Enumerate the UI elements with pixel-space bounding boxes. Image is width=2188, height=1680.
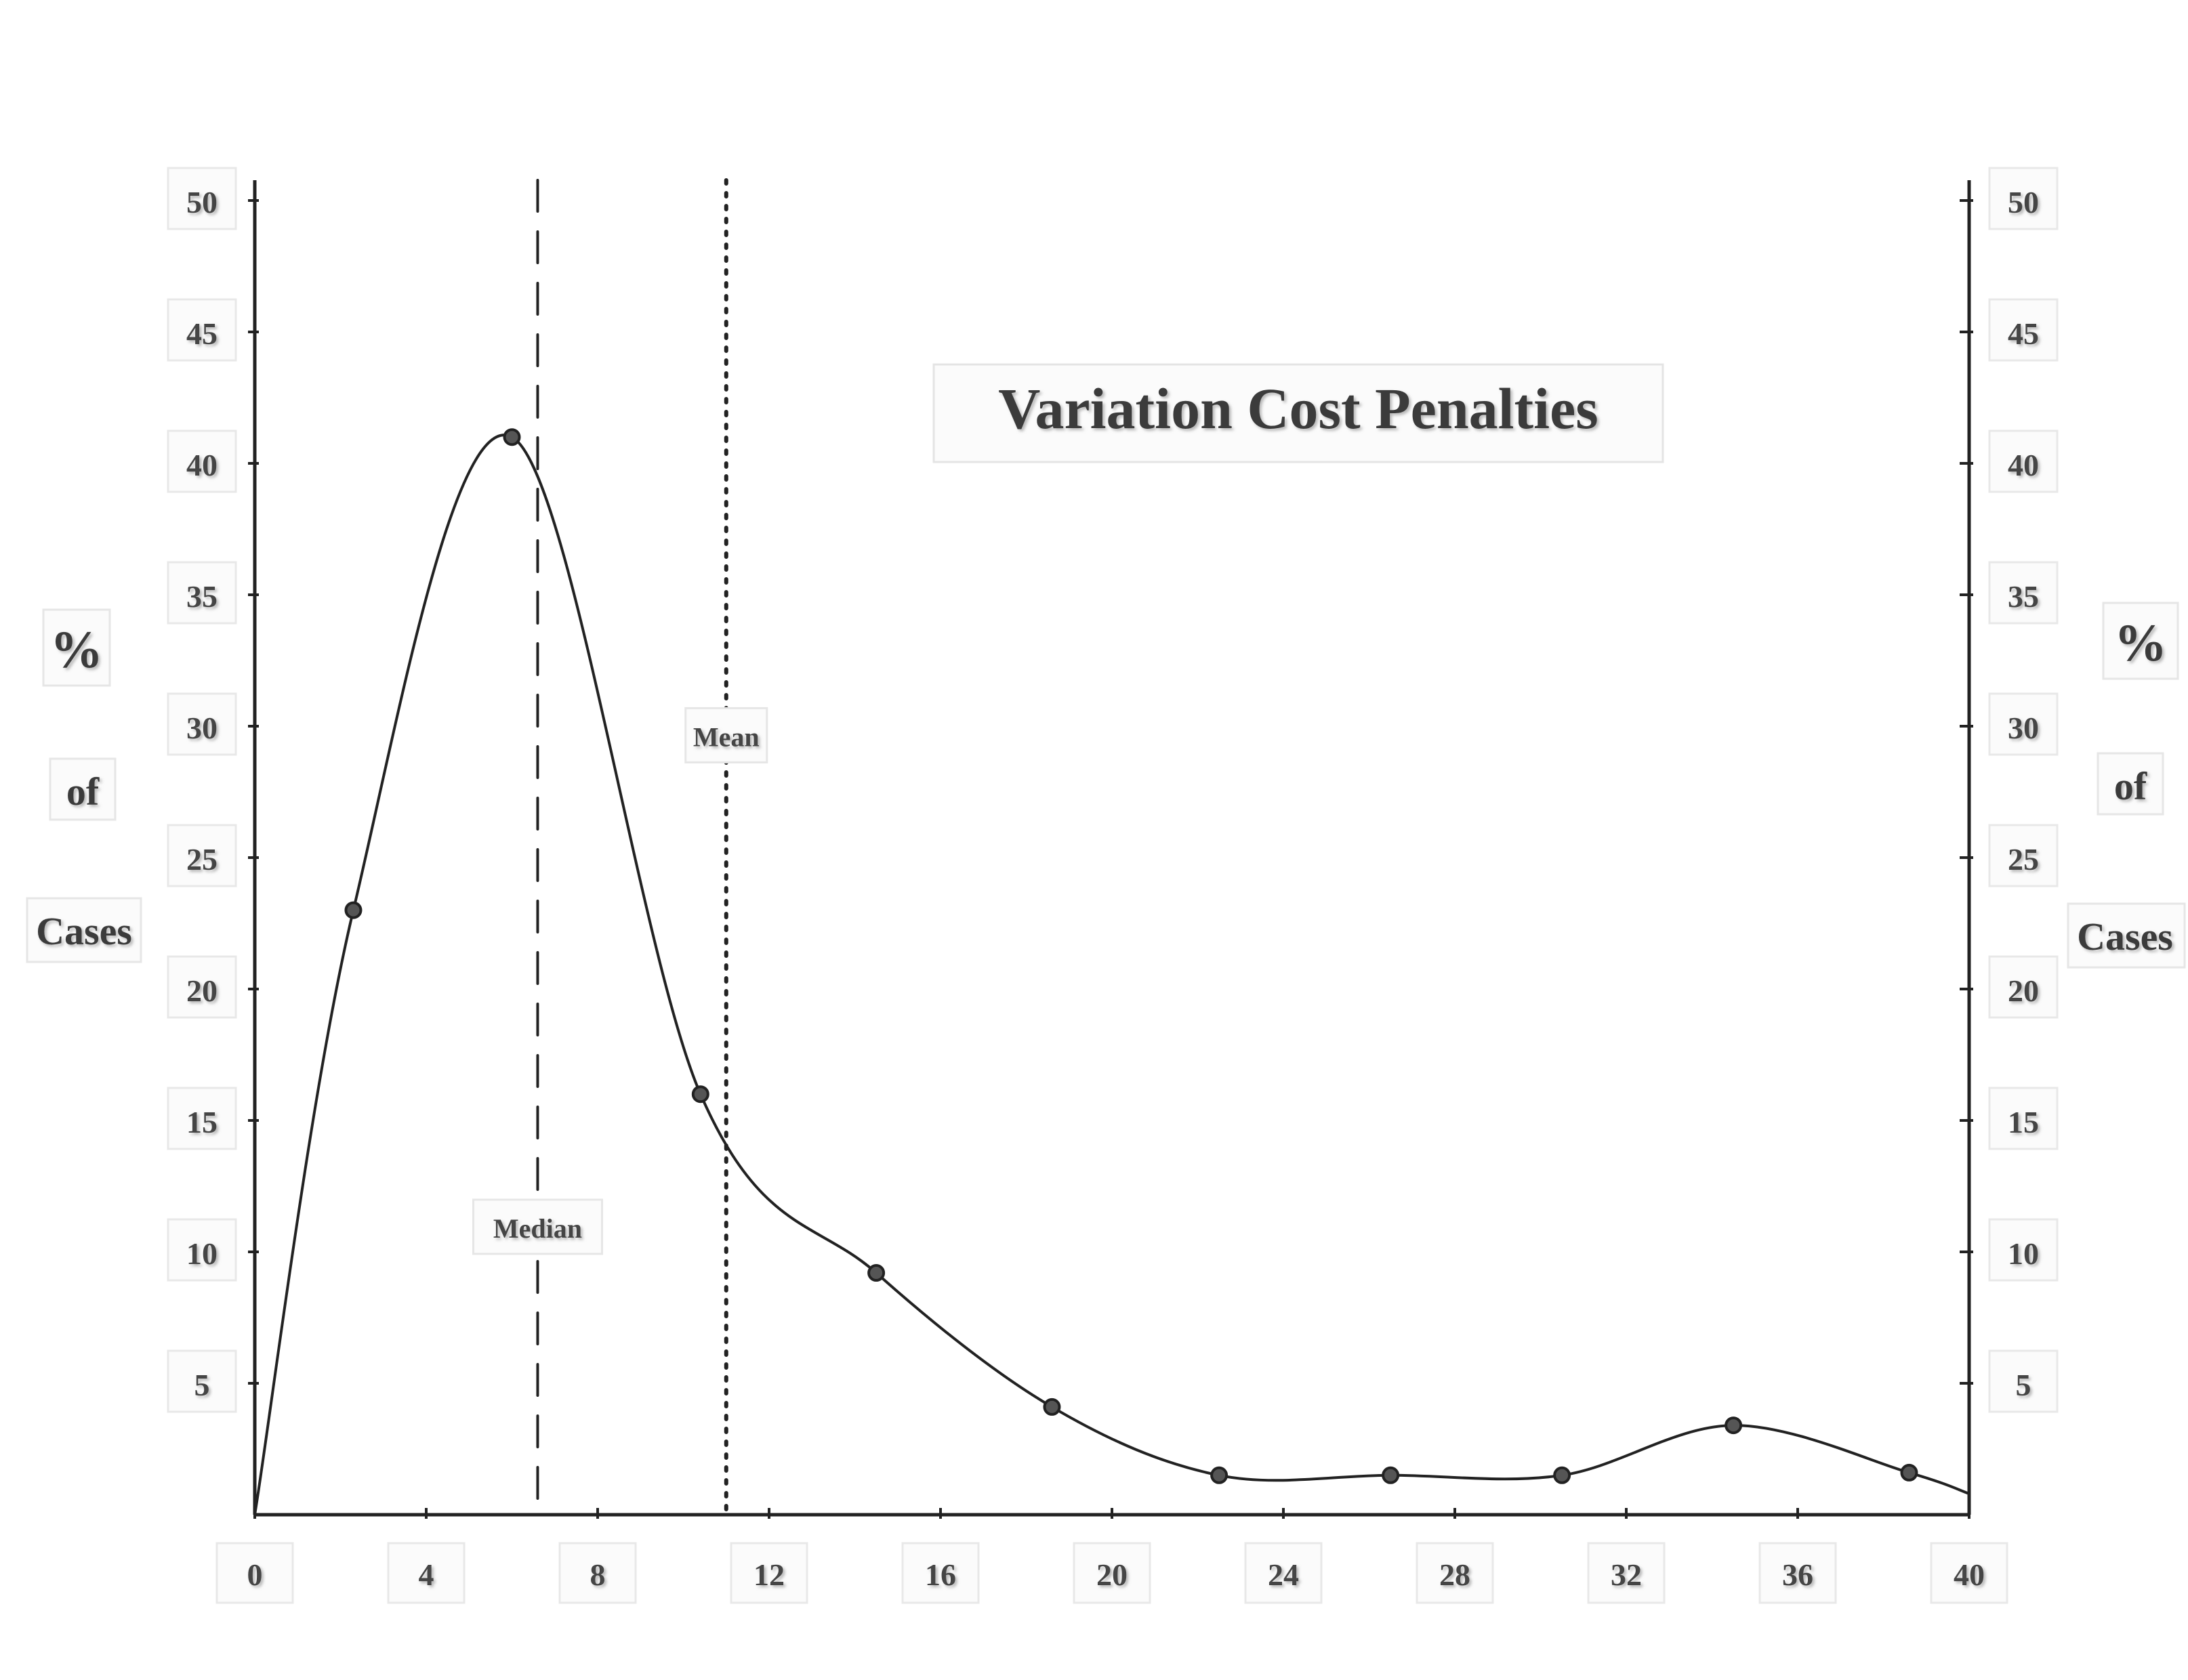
- y-tick-label-right: 45: [2008, 316, 2039, 351]
- y-tick-label-right: 30: [2008, 711, 2039, 745]
- y-tick-label-right: 40: [2008, 448, 2039, 482]
- mean-label-box: [684, 707, 768, 763]
- data-point: [503, 428, 521, 446]
- y-tick-label-right-box: [1988, 429, 2059, 493]
- x-tick-label: 24: [1268, 1557, 1299, 1592]
- right-ylabel-line-3: Cases: [2077, 915, 2173, 959]
- right-ylabel-line-1: %: [2114, 613, 2167, 672]
- chart-title: Variation Cost Penalties: [998, 376, 1598, 441]
- y-tick-label-left: 15: [186, 1105, 218, 1139]
- right-ylabel-line-2: of: [2114, 764, 2147, 808]
- y-tick-label-left: 40: [186, 448, 218, 482]
- y-ticks-left: 5 10 15 20 25 30 35 40 45 50: [167, 167, 259, 1413]
- y-tick-label-left-box: [167, 1349, 237, 1413]
- y-tick-label-left-box: [167, 824, 237, 887]
- data-point: [1725, 1416, 1743, 1435]
- y-tick-label-right-box: [1988, 692, 2059, 756]
- x-tick-label: 8: [590, 1557, 606, 1592]
- y-tick-label-left: 20: [186, 973, 218, 1008]
- x-tick-label-box: [1587, 1542, 1666, 1604]
- left-ylabel: % of Cases: [26, 608, 142, 963]
- median-label: Median: [493, 1213, 582, 1244]
- x-tick-label: 32: [1611, 1557, 1642, 1592]
- x-tick-label: 4: [419, 1557, 434, 1592]
- x-tick-label: 12: [754, 1557, 785, 1592]
- title-box: Variation Cost Penalties: [932, 363, 1664, 463]
- x-tick-label: 20: [1096, 1557, 1128, 1592]
- y-tick-label-right: 5: [2016, 1368, 2031, 1402]
- x-tick-label: 36: [1782, 1557, 1813, 1592]
- y-tick-label-left: 50: [186, 185, 218, 219]
- y-tick-label-right-box: [1988, 824, 2059, 887]
- y-tick-label-left: 30: [186, 711, 218, 745]
- x-tick-label: 28: [1439, 1557, 1470, 1592]
- y-tick-label-left-box: [167, 298, 237, 362]
- reference-lines: Median Mean: [472, 178, 768, 1517]
- x-tick-label-box: [1073, 1542, 1151, 1604]
- x-tick-label-box: [1758, 1542, 1837, 1604]
- mean-label: Mean: [693, 721, 760, 752]
- x-tick-label-box: [1930, 1542, 2008, 1604]
- y-tick-label-left: 25: [186, 842, 218, 877]
- left-ylabel-line-1: %: [50, 620, 103, 679]
- x-tick-label-box: [901, 1542, 980, 1604]
- y-tick-label-right-box: [1988, 955, 2059, 1019]
- data-point: [1900, 1463, 1918, 1482]
- y-tick-label-left-box: [167, 1218, 237, 1282]
- y-tick-label-right: 35: [2008, 579, 2039, 614]
- data-point: [691, 1085, 709, 1104]
- right-ylabel: % of Cases: [2067, 602, 2186, 969]
- y-tick-label-right-box: [1988, 1087, 2059, 1150]
- data-point: [344, 901, 363, 919]
- left-ylabel-line-3: Cases: [36, 909, 132, 953]
- data-point: [1043, 1398, 1061, 1416]
- x-tick-label: 40: [1954, 1557, 1985, 1592]
- x-tick-label-box: [730, 1542, 808, 1604]
- x-tick-label-box: [1244, 1542, 1323, 1604]
- series-markers: [344, 428, 1918, 1484]
- y-tick-label-left: 45: [186, 316, 218, 351]
- y-tick-label-left: 35: [186, 579, 218, 614]
- y-tick-label-right-box: [1988, 561, 2059, 625]
- x-tick-label: 16: [925, 1557, 956, 1592]
- left-ylabel-line-2: of: [66, 770, 100, 814]
- y-tick-label-left-box: [167, 561, 237, 625]
- y-tick-label-right: 15: [2008, 1105, 2039, 1139]
- y-tick-label-right: 20: [2008, 973, 2039, 1008]
- data-point: [1210, 1466, 1229, 1484]
- y-tick-label-left-box: [167, 1087, 237, 1150]
- data-point: [1382, 1466, 1400, 1484]
- y-tick-label-left: 5: [194, 1368, 210, 1402]
- series-line: [253, 434, 1970, 1515]
- y-tick-label-left: 10: [186, 1236, 218, 1271]
- y-tick-label-right-box: [1988, 167, 2059, 230]
- y-tick-label-left-box: [167, 167, 237, 230]
- y-tick-label-right: 50: [2008, 185, 2039, 219]
- y-tick-label-left-box: [167, 955, 237, 1019]
- data-point: [867, 1264, 886, 1282]
- x-tick-label-box: [558, 1542, 637, 1604]
- median-label-box: [472, 1198, 603, 1255]
- x-tick-label-box: [1416, 1542, 1494, 1604]
- x-tick-label-box: [215, 1542, 294, 1604]
- y-ticks-right: 5 10 15 20 25 30 35 40 45 50: [1960, 167, 2059, 1413]
- x-ticks: 0 4 8 12 16 20 24 28 32 36 40: [215, 1508, 2008, 1604]
- y-tick-label-right: 10: [2008, 1236, 2039, 1271]
- x-tick-label: 0: [247, 1557, 263, 1592]
- y-tick-label-right-box: [1988, 298, 2059, 362]
- y-tick-label-right-box: [1988, 1218, 2059, 1282]
- data-point: [1553, 1466, 1571, 1484]
- y-tick-label-right-box: [1988, 1349, 2059, 1413]
- y-tick-label-left-box: [167, 429, 237, 493]
- x-tick-label-box: [387, 1542, 466, 1604]
- y-tick-label-left-box: [167, 692, 237, 756]
- y-tick-label-right: 25: [2008, 842, 2039, 877]
